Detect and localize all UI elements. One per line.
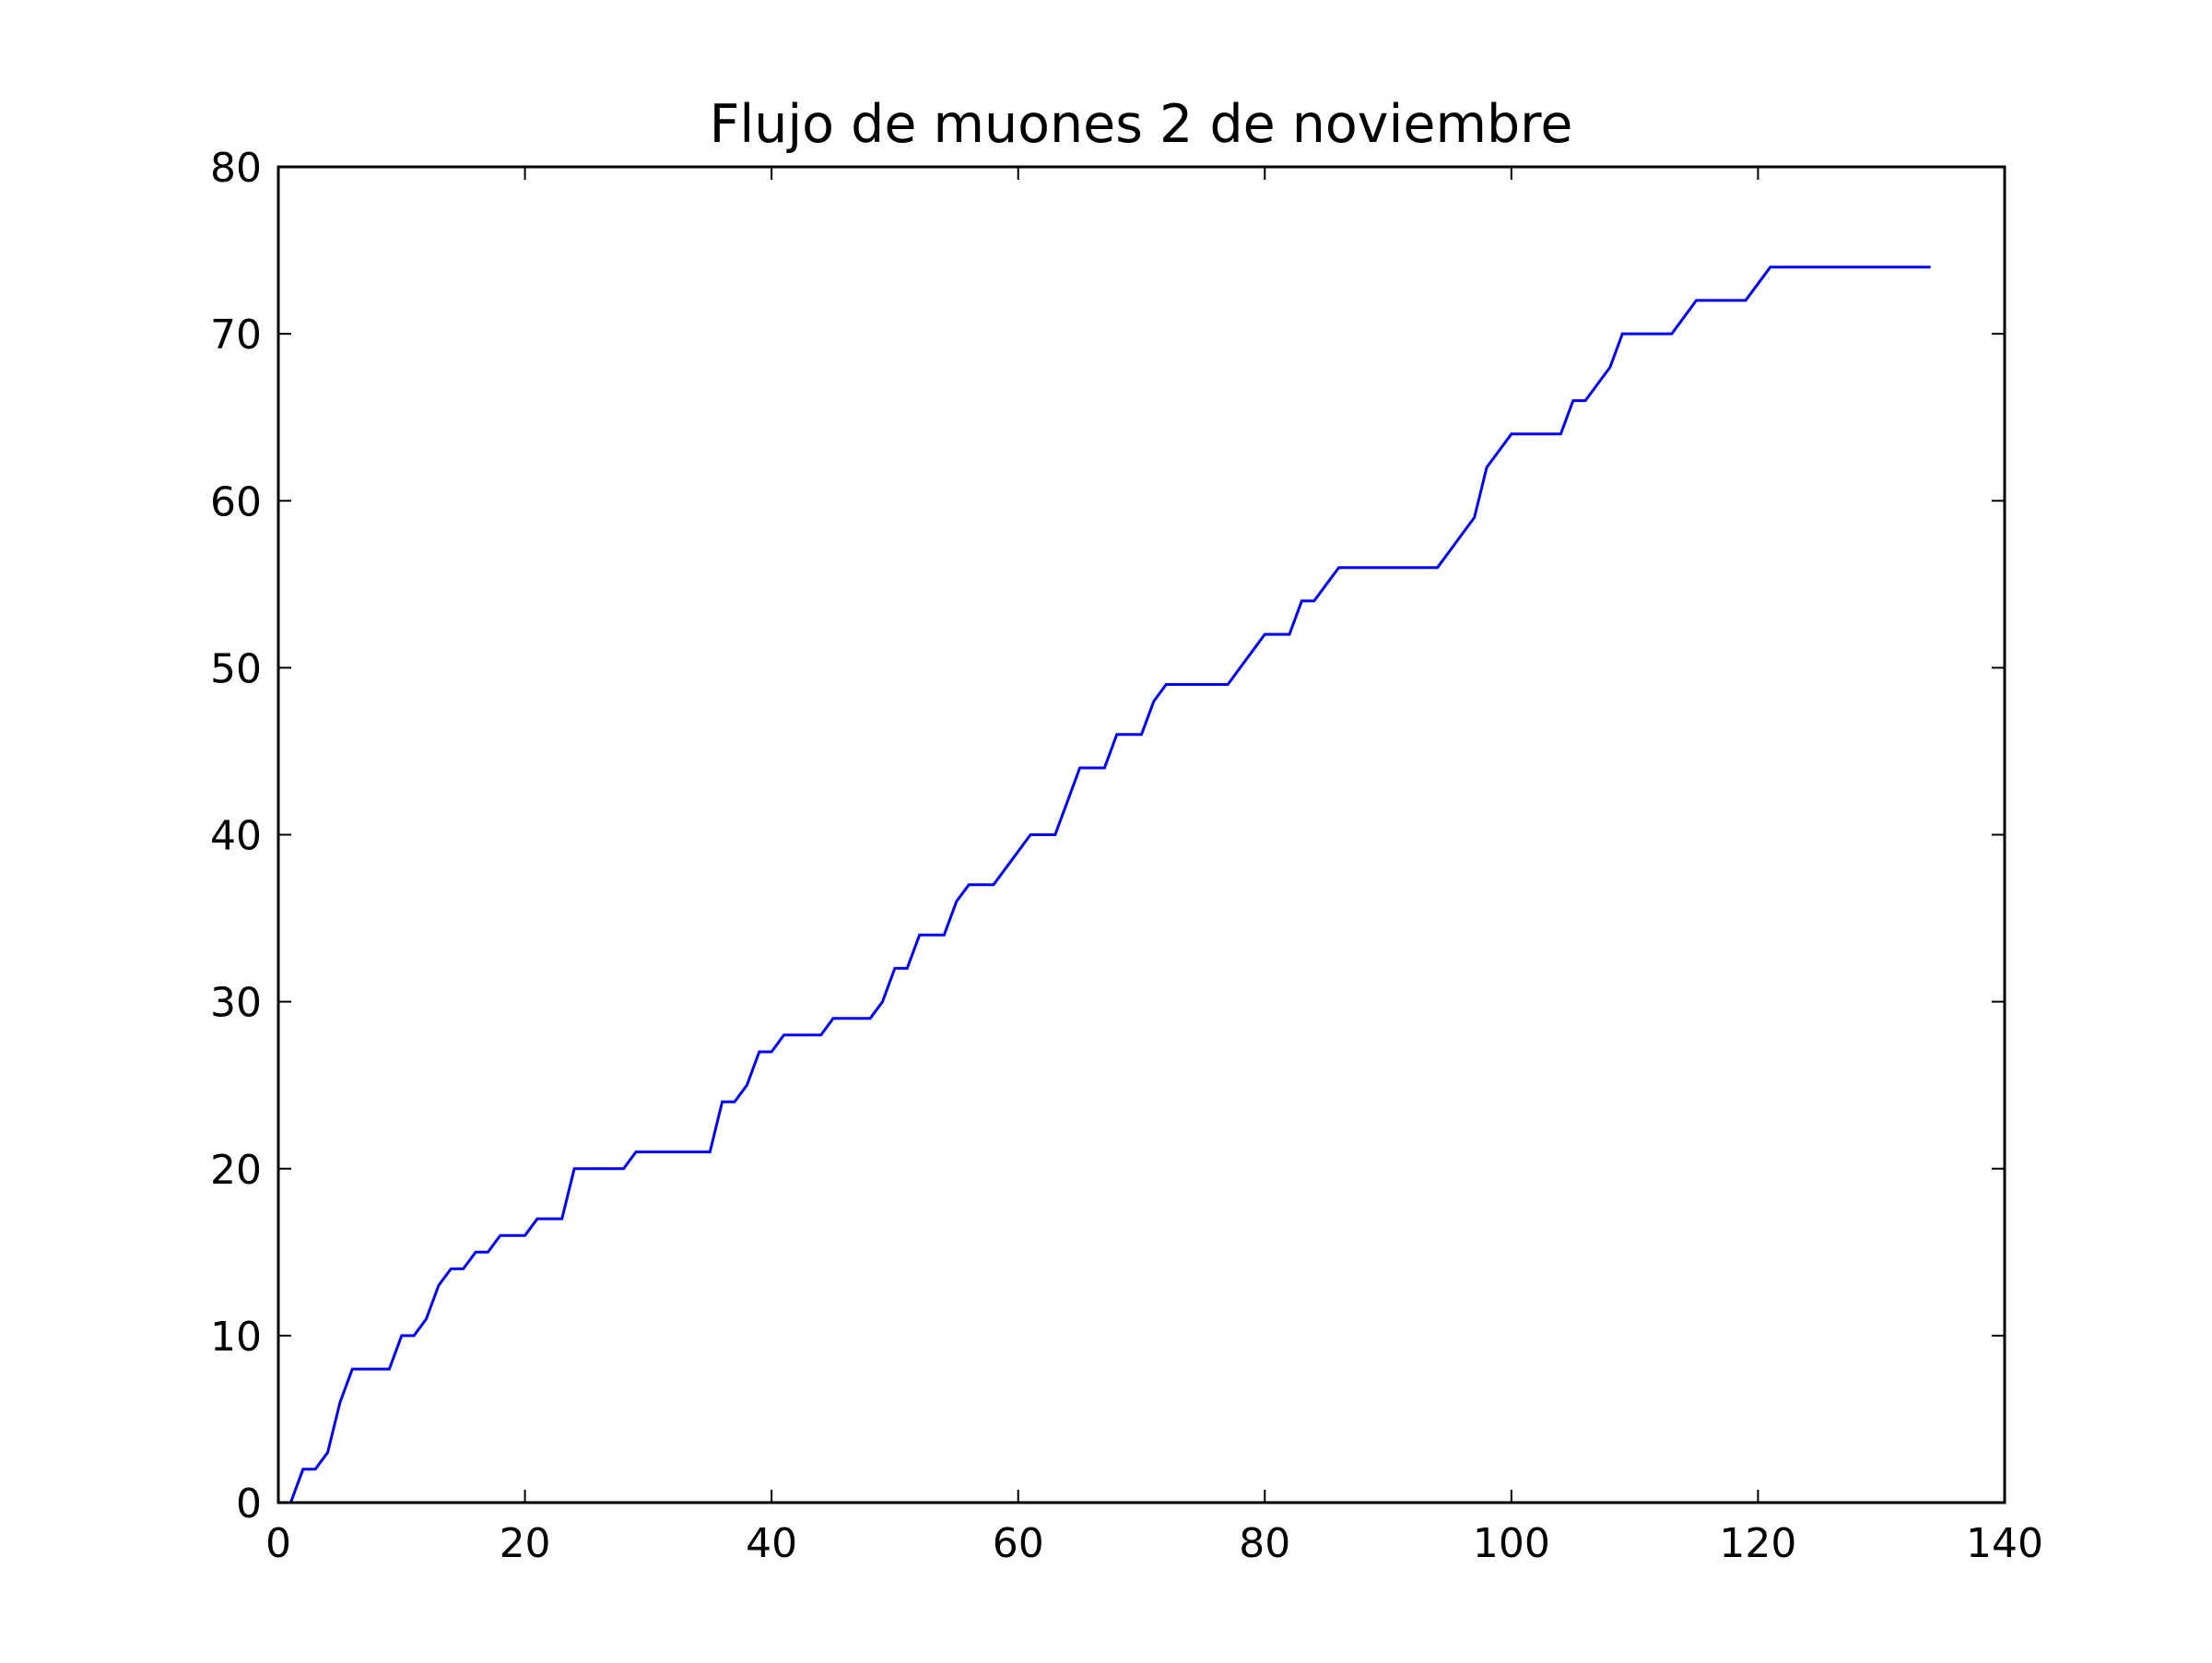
x-tick-label: 20 [500, 1520, 551, 1567]
y-tick-label: 30 [210, 980, 262, 1027]
plot-frame [276, 165, 2006, 1504]
y-tick-label: 80 [210, 145, 262, 192]
series-line [288, 265, 1931, 1504]
y-tick-label: 0 [236, 1480, 262, 1527]
y-tick-label: 40 [210, 813, 262, 860]
axis-tick-labels: 0 20 40 60 80 100 120 140 0 10 20 30 40 50 60 70 80 [210, 145, 2043, 1567]
y-tick-label: 20 [210, 1147, 262, 1194]
x-tick-label: 80 [1239, 1520, 1290, 1567]
y-tick-label: 70 [210, 312, 262, 359]
chart-title: Flujo de muones 2 de noviembre [710, 94, 1573, 155]
y-tick-label: 50 [210, 645, 262, 692]
series-group [288, 265, 1931, 1504]
y-tick-label: 10 [210, 1314, 262, 1361]
axis-ticks [277, 166, 2006, 1504]
y-tick-label: 60 [210, 478, 262, 525]
x-tick-label: 100 [1473, 1520, 1550, 1567]
x-tick-label: 120 [1719, 1520, 1796, 1567]
x-tick-label: 140 [1966, 1520, 2043, 1567]
x-tick-label: 0 [265, 1520, 291, 1567]
x-tick-label: 60 [993, 1520, 1044, 1567]
x-tick-label: 40 [746, 1520, 797, 1567]
